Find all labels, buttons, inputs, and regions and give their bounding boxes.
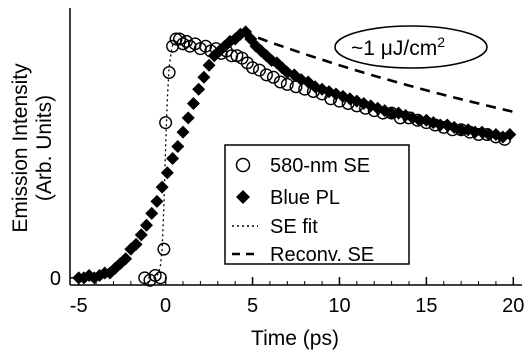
se-point xyxy=(162,65,176,79)
se-point xyxy=(246,61,260,75)
x-tick-label: 5 xyxy=(247,295,258,317)
y-axis: 0 xyxy=(50,268,76,290)
se-point xyxy=(280,77,294,91)
pl-point xyxy=(171,140,185,153)
se-point xyxy=(298,82,312,96)
pl-point xyxy=(129,237,143,251)
x-tick-label: 10 xyxy=(328,295,350,317)
se-point xyxy=(402,111,416,125)
se-point xyxy=(252,63,266,77)
se-point xyxy=(332,94,346,108)
se-fit-line xyxy=(148,38,175,279)
pl-point xyxy=(503,128,517,142)
se-point xyxy=(367,104,381,118)
se-point xyxy=(266,70,280,84)
se-point xyxy=(341,97,355,111)
pl-point xyxy=(150,194,164,208)
se-point xyxy=(273,75,287,89)
fluence-annotation: ~1 μJ/cm2 xyxy=(334,25,488,69)
se-point xyxy=(157,242,171,256)
se-point xyxy=(324,92,338,106)
se-point xyxy=(411,113,425,127)
pl-point xyxy=(176,125,190,139)
x-tick-label: 15 xyxy=(415,295,437,317)
x-tick-label: -5 xyxy=(70,295,88,317)
legend-marker-pl xyxy=(236,190,250,204)
se-point xyxy=(153,271,167,285)
pl-point xyxy=(119,252,133,266)
legend-marker-se xyxy=(235,157,251,173)
annotation-prefix: ~1 xyxy=(351,37,381,60)
reconv-se-line xyxy=(241,30,514,114)
legend-label-pl: Blue PL xyxy=(270,187,340,209)
pl-point xyxy=(202,58,216,72)
x-axis-title: Time (ps) xyxy=(251,327,339,350)
se-point xyxy=(306,85,320,99)
se-point xyxy=(428,118,442,132)
se-point xyxy=(489,130,503,144)
legend-box xyxy=(224,144,410,265)
se-point xyxy=(359,101,373,115)
pl-point xyxy=(160,166,174,180)
plot-frame xyxy=(69,8,522,286)
se-point xyxy=(376,106,390,120)
annotation-text: ~1 μJ/cm2 xyxy=(351,34,445,60)
annotation-sup: 2 xyxy=(437,34,445,50)
y-axis-subtitle: (Arb. Units) xyxy=(33,95,56,201)
x-tick-label: 20 xyxy=(502,295,524,317)
legend: 580-nm SE Blue PL SE fit Reconv. SE xyxy=(224,144,410,266)
pl-point xyxy=(155,180,169,194)
annotation-ellipse xyxy=(334,25,488,69)
se-point xyxy=(498,132,512,146)
se-point xyxy=(259,68,273,82)
se-point xyxy=(437,120,451,134)
se-point xyxy=(350,99,364,113)
pl-point xyxy=(270,56,284,70)
se-point xyxy=(419,116,433,130)
pl-point xyxy=(233,27,247,41)
legend-label-sefit: SE fit xyxy=(270,216,318,238)
se-point xyxy=(480,128,494,142)
y-axis-title-group: Emission Intensity (Arb. Units) xyxy=(9,63,56,233)
se-point xyxy=(159,116,173,130)
pl-point xyxy=(197,70,211,84)
pl-point xyxy=(181,111,195,125)
pl-point xyxy=(265,54,279,68)
x-tick-label: 0 xyxy=(160,295,171,317)
pl-point xyxy=(145,206,159,220)
pl-point xyxy=(134,228,148,242)
pl-point xyxy=(139,218,153,232)
se-point xyxy=(393,111,407,125)
pl-point xyxy=(186,97,200,111)
pl-point xyxy=(166,151,180,165)
y-axis-title: Emission Intensity xyxy=(9,63,32,233)
pl-point xyxy=(192,82,206,96)
legend-label-se: 580-nm SE xyxy=(270,155,370,177)
se-point xyxy=(463,125,477,139)
series-layer xyxy=(72,25,517,287)
annotation-unit: μJ/cm xyxy=(381,37,437,60)
y-tick-label: 0 xyxy=(50,268,61,290)
se-point xyxy=(454,123,468,137)
se-point xyxy=(472,128,486,142)
x-axis: -5 0 5 10 15 20 xyxy=(70,277,524,317)
se-point xyxy=(289,80,303,94)
legend-label-reconv: Reconv. SE xyxy=(270,244,374,266)
se-point xyxy=(445,123,459,137)
